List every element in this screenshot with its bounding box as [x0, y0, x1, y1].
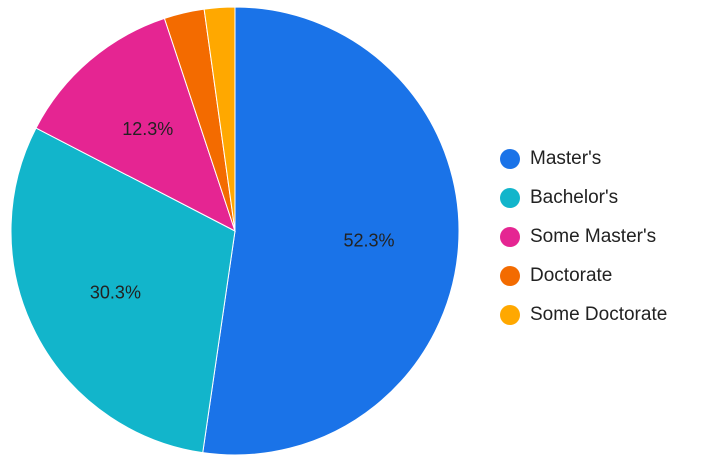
pie-slice-bachelor-s: [10, 127, 236, 454]
legend-swatch: [500, 226, 520, 247]
slice-value-label: 30.3%: [90, 282, 141, 302]
pie-slice-master-s: [202, 6, 460, 456]
legend-label: Some Doctorate: [530, 303, 668, 325]
legend-label: Some Master's: [530, 225, 657, 247]
legend: Master's Bachelor's Some Master's Doctorate…: [500, 139, 667, 334]
pie-slice-some-master-s: [35, 17, 236, 233]
legend-item-bachelor-s[interactable]: Bachelor's: [500, 178, 667, 217]
pie-slice-some-doctorate: [203, 6, 236, 232]
slice-value-label: 12.3%: [122, 119, 173, 139]
legend-swatch: [500, 148, 520, 169]
legend-label: Bachelor's: [530, 186, 619, 208]
legend-swatch: [500, 304, 520, 325]
legend-item-some-master-s[interactable]: Some Master's: [500, 217, 667, 256]
slice-value-label: 52.3%: [344, 231, 395, 251]
legend-item-master-s[interactable]: Master's: [500, 139, 667, 178]
legend-swatch: [500, 187, 520, 208]
legend-swatch: [500, 265, 520, 286]
legend-label: Doctorate: [530, 264, 613, 286]
legend-item-some-doctorate[interactable]: Some Doctorate: [500, 295, 667, 334]
legend-item-doctorate[interactable]: Doctorate: [500, 256, 667, 295]
legend-label: Master's: [530, 147, 602, 169]
